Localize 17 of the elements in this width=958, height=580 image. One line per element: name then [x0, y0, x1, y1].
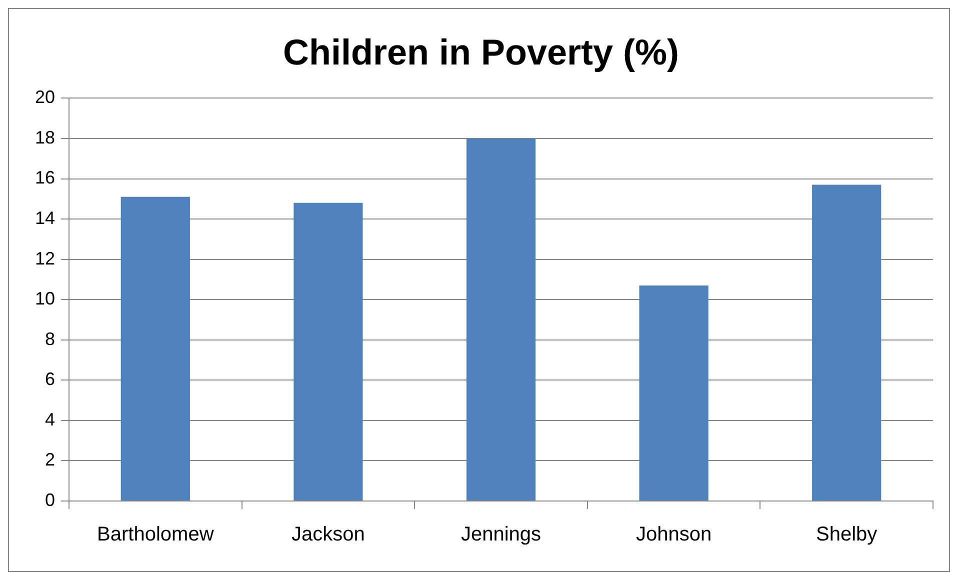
y-tick-label: 4 — [45, 409, 56, 430]
x-tick-label: Bartholomew — [97, 524, 214, 546]
y-tick-label: 14 — [34, 208, 56, 228]
y-tick-label: 12 — [34, 248, 56, 268]
x-tick-label: Jackson — [292, 524, 365, 546]
x-tick-label: Johnson — [636, 524, 712, 546]
x-tick-label: Jennings — [460, 524, 542, 546]
y-tick-label: 6 — [45, 369, 56, 390]
y-tick-label: 0 — [45, 490, 56, 510]
x-tick-label: Shelby — [816, 524, 878, 546]
y-tick-label: 8 — [45, 328, 56, 349]
y-tick-label: 10 — [34, 288, 56, 309]
y-tick-label: 20 — [34, 87, 56, 108]
y-tick-label: 18 — [34, 127, 56, 148]
y-tick-label: 16 — [34, 168, 56, 188]
chart-title: Children in Poverty (%) — [282, 32, 680, 73]
y-tick-label: 2 — [45, 450, 56, 470]
